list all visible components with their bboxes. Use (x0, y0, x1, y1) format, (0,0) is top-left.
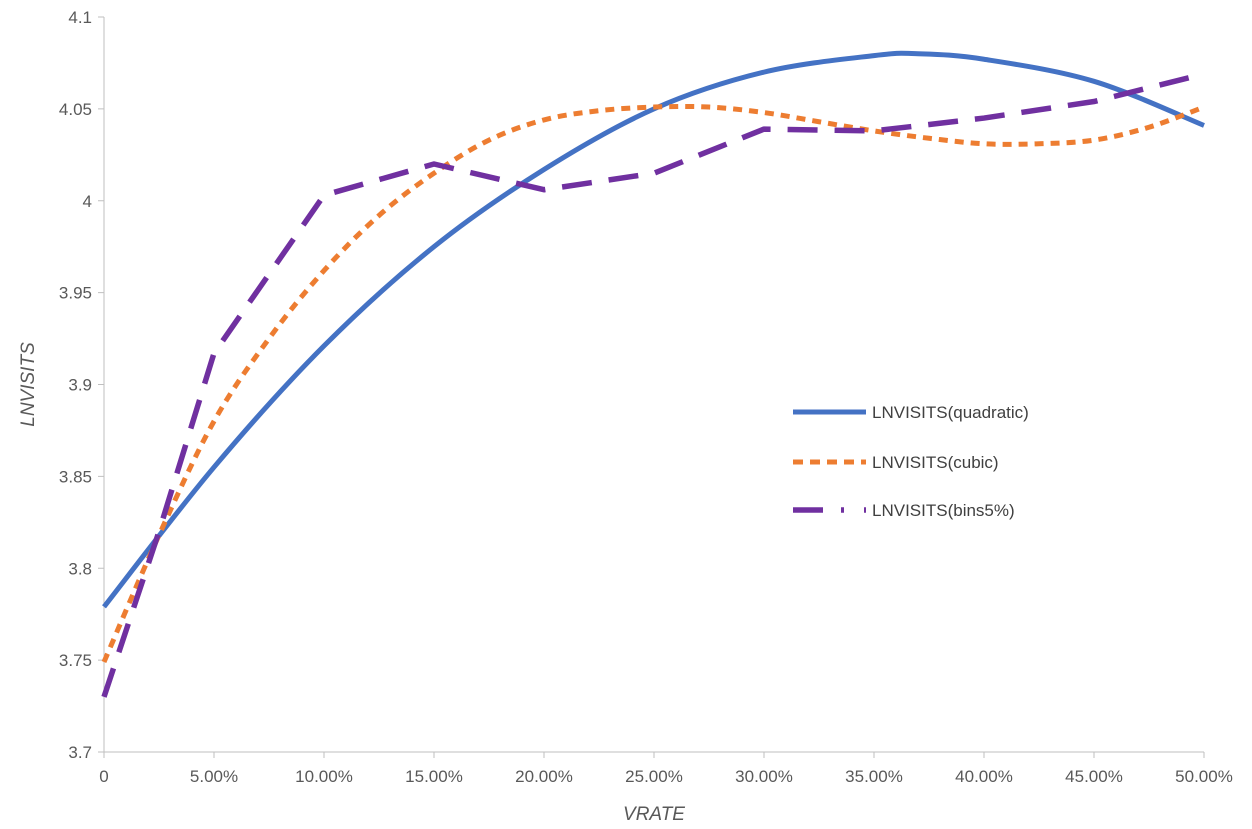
y-tick-label: 3.7 (68, 743, 92, 762)
x-tick-label: 25.00% (625, 767, 683, 786)
series-line-1 (101, 103, 1205, 663)
legend-label-1: LNVISITS(cubic) (872, 453, 999, 472)
x-axis-title: VRATE (623, 804, 685, 825)
x-tick-label: 10.00% (295, 767, 353, 786)
y-tick-label: 4 (83, 192, 92, 211)
y-tick-label: 3.9 (68, 376, 92, 395)
x-tick-label: 20.00% (515, 767, 573, 786)
x-tick-label: 40.00% (955, 767, 1013, 786)
legend-label-2: LNVISITS(bins5%) (872, 501, 1015, 520)
x-tick-label: 50.00% (1175, 767, 1233, 786)
y-tick-label: 4.05 (59, 100, 92, 119)
x-tick-label: 15.00% (405, 767, 463, 786)
series-line-2 (101, 71, 1205, 698)
legend-label-0: LNVISITS(quadratic) (872, 403, 1029, 422)
legend: LNVISITS(quadratic) LNVISITS(cubic) LNVISI… (793, 403, 1029, 520)
y-tick-label: 3.95 (59, 284, 92, 303)
y-tick-label: 3.75 (59, 651, 92, 670)
x-tick-label: 30.00% (735, 767, 793, 786)
plot-series (101, 50, 1205, 698)
x-tick-label: 35.00% (845, 767, 903, 786)
x-tick-label: 5.00% (190, 767, 238, 786)
y-tick-label: 3.8 (68, 559, 92, 578)
axes: 3.7 3.75 3.8 3.85 3.9 3.95 4 4.05 4.1 0 5.00% 10.00… (59, 8, 1233, 786)
x-tick-label: 0 (99, 767, 108, 786)
y-tick-label: 4.1 (68, 8, 92, 27)
y-axis-title: LNVISITS (18, 342, 39, 427)
series-line-0 (102, 50, 1205, 609)
x-tick-label: 45.00% (1065, 767, 1123, 786)
y-tick-label: 3.85 (59, 467, 92, 486)
